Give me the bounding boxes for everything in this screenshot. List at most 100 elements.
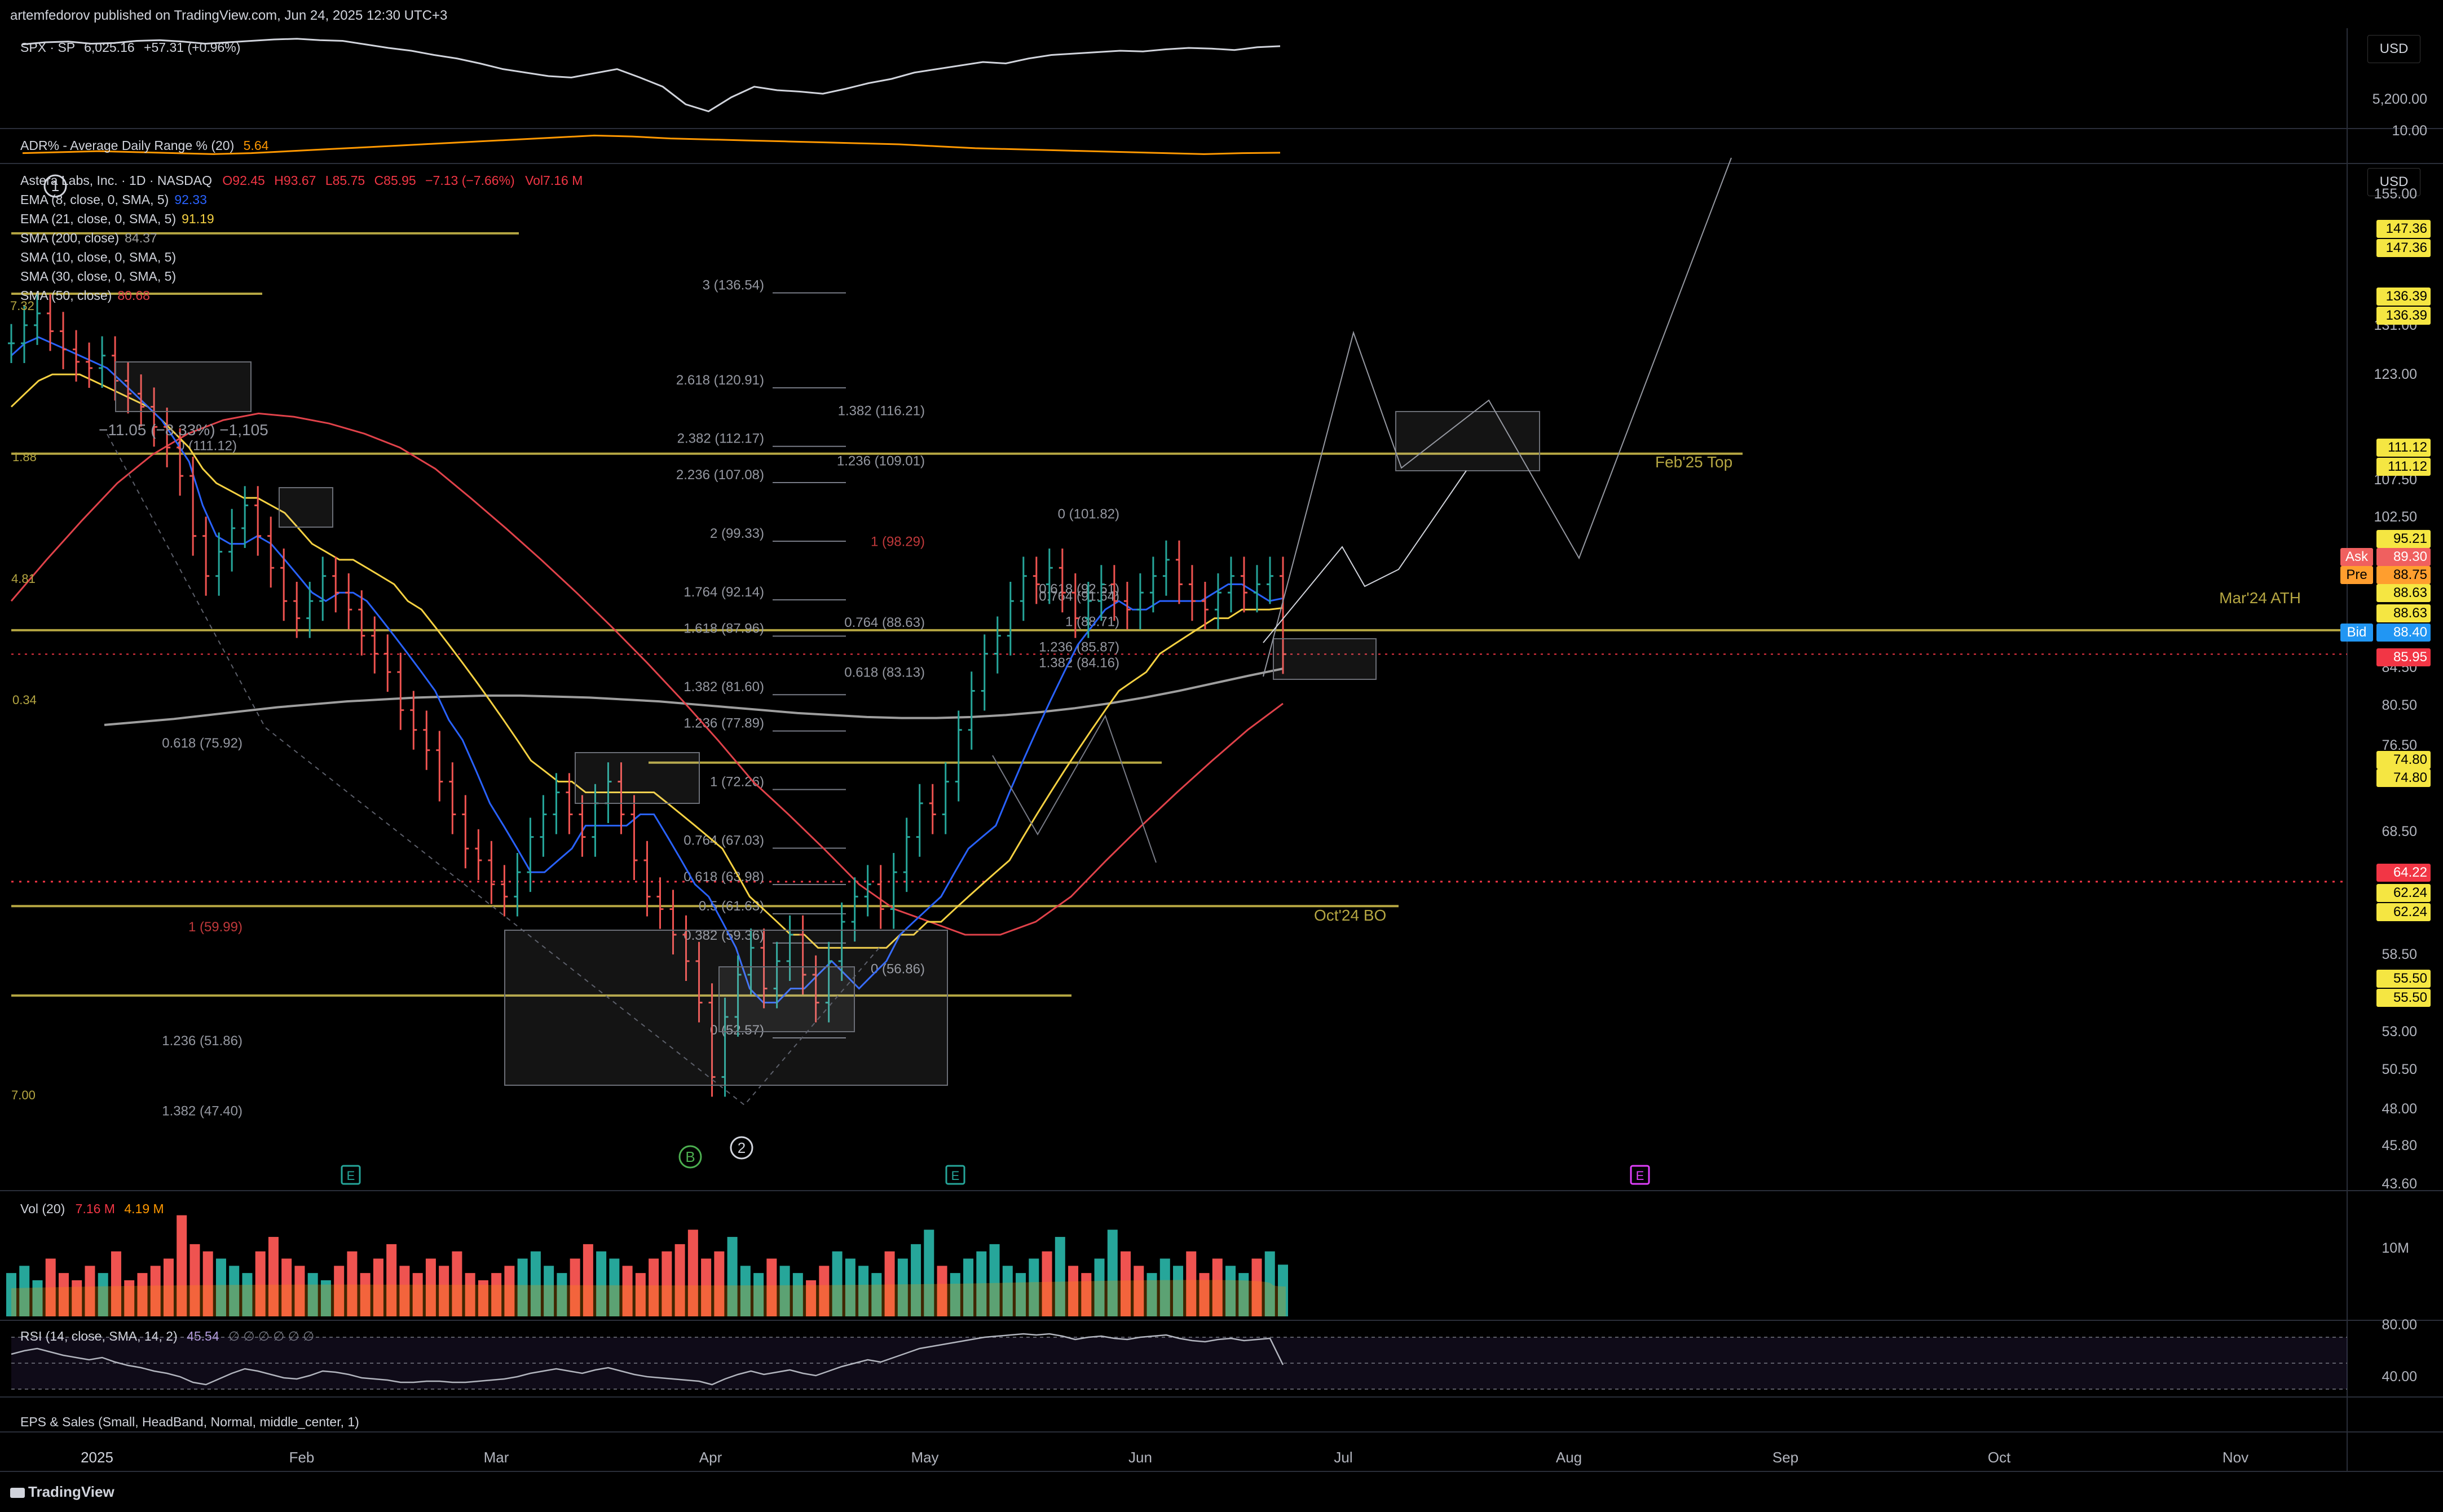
edge-label: 1.88	[12, 450, 37, 464]
price-tag: 147.36	[2376, 220, 2431, 238]
volume-bar	[1186, 1251, 1197, 1316]
volume-bar	[215, 1258, 226, 1316]
tradingview-logo: TradingView	[10, 1484, 114, 1500]
spx-line	[22, 38, 1281, 113]
volume-bar	[622, 1266, 633, 1316]
indicator-legend-item[interactable]: SMA (200, close) 84.37	[20, 230, 157, 246]
price-axis-tick: 155.00	[2374, 185, 2417, 202]
price-tag: 85.95	[2376, 648, 2431, 666]
fib-label: 0.764 (91.64)	[1039, 589, 1119, 604]
time-axis-label: Jul	[1334, 1449, 1352, 1466]
fib-label: 0.764 (88.63)	[844, 615, 925, 630]
earnings-marker-text: E	[347, 1169, 355, 1183]
indicator-legend-item[interactable]: SMA (30, close, 0, SMA, 5)	[20, 268, 182, 284]
spx-value: 6,025.16	[84, 40, 135, 55]
time-axis-label: Sep	[1772, 1449, 1798, 1466]
zone-rectangle	[115, 361, 252, 412]
wave-label-circle	[43, 174, 67, 198]
ohlc-high: H93.67	[274, 173, 316, 188]
price-tag: 62.24	[2376, 884, 2431, 902]
rsi-value: 45.54	[187, 1329, 219, 1343]
price-tag-prefix: Bid	[2340, 624, 2373, 642]
spx-currency-button[interactable]: USD	[2367, 35, 2420, 63]
indicator-legend-item[interactable]: SMA (10, close, 0, SMA, 5)	[20, 249, 182, 265]
volume-bar	[189, 1244, 200, 1316]
volume-bar	[727, 1237, 738, 1316]
volume-bar	[177, 1215, 187, 1316]
spx-label: SPX · SP	[20, 40, 75, 55]
volume-bar	[504, 1266, 515, 1316]
level-annotation: Oct'24 BO	[1314, 907, 1386, 924]
time-axis-label: Jun	[1128, 1449, 1152, 1466]
volume-bar	[98, 1273, 108, 1316]
volume-bar	[570, 1258, 580, 1316]
indicator-name: EMA (21, close, 0, SMA, 5)	[20, 211, 177, 226]
volume-bar	[819, 1266, 830, 1316]
wave-label-text: B	[685, 1148, 695, 1165]
indicator-legend-item[interactable]: SMA (50, close) 80.68	[20, 288, 150, 303]
rsi-placeholders: ∅ ∅ ∅ ∅ ∅ ∅	[228, 1329, 315, 1343]
wave-label-circle	[678, 1145, 702, 1169]
indicator-name: SMA (30, close, 0, SMA, 5)	[20, 269, 177, 284]
volume-bar	[85, 1266, 95, 1316]
volume-bar	[753, 1273, 764, 1316]
price-tag: 55.50	[2376, 989, 2431, 1007]
volume-bar	[58, 1273, 69, 1316]
indicator-value: 91.19	[182, 211, 214, 226]
volume-bar	[924, 1230, 934, 1316]
level-annotation: Feb'25 Top	[1655, 453, 1732, 471]
price-tag: 62.24	[2376, 903, 2431, 921]
wave-label-text: 1	[51, 178, 59, 194]
main-currency-button[interactable]: USD	[2367, 168, 2420, 196]
volume-bar	[1029, 1258, 1039, 1316]
volume-bar	[163, 1258, 174, 1316]
projection-path	[1263, 157, 1732, 677]
volume-bar	[530, 1251, 541, 1316]
earnings-marker: E	[945, 1165, 965, 1185]
fib-label: 0 (101.82)	[1058, 507, 1119, 522]
time-axis-label: Nov	[2222, 1449, 2248, 1466]
volume-bar	[687, 1230, 698, 1316]
volume-bar	[1055, 1237, 1065, 1316]
volume-bar	[1238, 1273, 1249, 1316]
earnings-marker: E	[1630, 1165, 1650, 1185]
earnings-marker: E	[341, 1165, 361, 1185]
wave-label-circle	[730, 1136, 753, 1160]
indicator-legend-item[interactable]: EMA (8, close, 0, SMA, 5) 92.33	[20, 192, 207, 207]
time-axis-label: 2025	[81, 1449, 113, 1466]
ohlc-volume: Vol7.16 M	[525, 173, 583, 188]
indicator-value: 84.37	[125, 231, 157, 245]
zone-rectangle	[1395, 411, 1540, 471]
volume-bar	[950, 1273, 960, 1316]
adr-label: ADR% - Average Daily Range % (20)	[20, 138, 235, 153]
volume-bar	[701, 1258, 712, 1316]
volume-bar	[1212, 1258, 1223, 1316]
price-axis-tick: 48.00	[2382, 1100, 2417, 1117]
rsi-line	[11, 1333, 1284, 1386]
price-axis-tick: 53.00	[2382, 1023, 2417, 1040]
edge-label: 7.00	[11, 1088, 36, 1102]
volume-bar	[662, 1251, 672, 1316]
fib-label: 1.618 (87.96)	[683, 621, 764, 636]
indicator-legend-item[interactable]: EMA (21, close, 0, SMA, 5) 91.19	[20, 211, 214, 227]
volume-bar	[202, 1251, 213, 1316]
earnings-marker-box	[1630, 1165, 1650, 1185]
price-tag: 74.80	[2376, 751, 2431, 769]
rsi-legend: RSI (14, close, SMA, 14, 2) 45.54 ∅ ∅ ∅ …	[20, 1328, 314, 1344]
wave-label: B	[678, 1145, 702, 1169]
volume-bar	[439, 1266, 449, 1316]
time-axis-label: May	[911, 1449, 938, 1466]
volume-bar	[911, 1244, 921, 1316]
projection-path-2	[1263, 470, 1467, 643]
volume-bar	[963, 1258, 974, 1316]
price-tag: 111.12	[2376, 439, 2431, 457]
fib-label: 0.618 (83.13)	[844, 665, 925, 680]
price-tag: 89.30	[2376, 548, 2431, 566]
time-axis-label: Mar	[484, 1449, 509, 1466]
volume-bar	[596, 1251, 607, 1316]
volume-bar	[229, 1266, 240, 1316]
fib-label: 1.382 (81.60)	[683, 679, 764, 695]
wave-label: 2	[730, 1136, 753, 1160]
volume-bar	[425, 1258, 436, 1316]
